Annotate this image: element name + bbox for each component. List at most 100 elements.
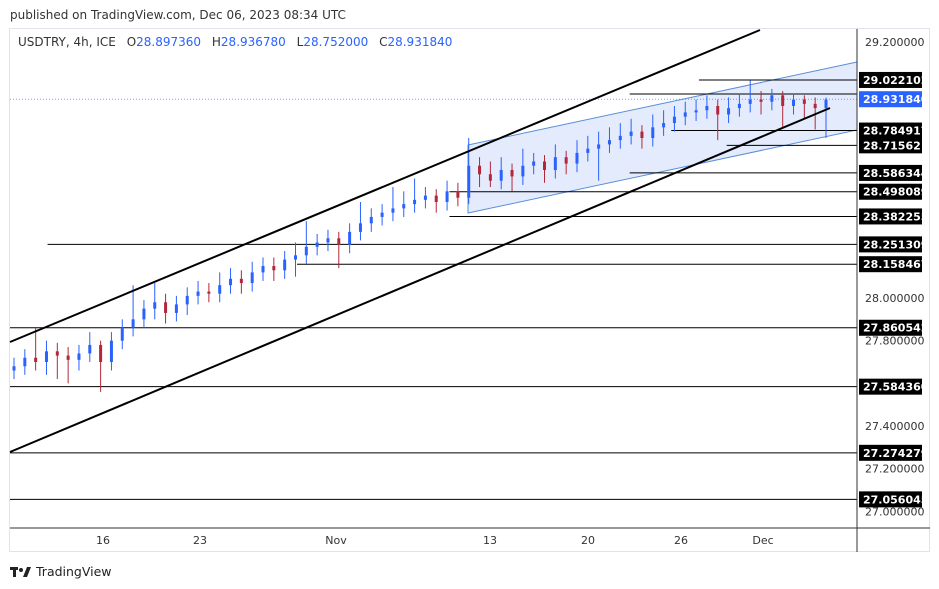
price-label-text: 28.158467: [863, 258, 928, 271]
candle-body: [792, 99, 796, 106]
candle-body: [120, 327, 124, 341]
upper-trendline[interactable]: [9, 29, 761, 343]
candle-body: [218, 285, 222, 294]
price-label-box: [859, 236, 922, 253]
candle-body: [521, 165, 525, 177]
candle: [499, 157, 503, 190]
candle-body: [640, 131, 644, 138]
candle: [239, 270, 243, 294]
price-label-text: 29.022102: [863, 74, 928, 87]
tradingview-logo[interactable]: TradingView: [10, 564, 112, 579]
candle: [283, 251, 287, 279]
price-label-text: 27.056045: [863, 493, 928, 506]
candle: [607, 127, 611, 153]
price-label-text: 27.274279: [863, 447, 928, 460]
candle-body: [250, 272, 254, 284]
candle-body: [131, 319, 135, 328]
candle: [456, 182, 460, 207]
price-label-box: [859, 378, 922, 395]
candle: [792, 93, 796, 115]
candle: [272, 257, 276, 281]
candle: [553, 144, 557, 179]
candle: [358, 201, 362, 241]
price-label-box: [859, 319, 922, 336]
lower-trendline[interactable]: [9, 107, 831, 453]
candle-body: [207, 291, 211, 294]
price-label-box: [859, 122, 922, 139]
candle: [315, 233, 319, 256]
candle-body: [586, 148, 590, 153]
candle: [99, 340, 103, 392]
candle: [391, 187, 395, 222]
candle-body: [727, 108, 731, 115]
candle: [748, 80, 752, 113]
candle: [586, 135, 590, 162]
level-price-label: 27.860542: [859, 319, 928, 336]
candle: [369, 208, 373, 232]
candle-body: [553, 157, 557, 170]
candle-body: [532, 161, 536, 166]
brand-name: TradingView: [36, 564, 112, 579]
candle-body: [607, 140, 611, 145]
candle: [618, 123, 622, 149]
candle-body: [683, 112, 687, 117]
candle-body: [543, 161, 547, 170]
candle: [44, 340, 48, 375]
candle: [705, 95, 709, 119]
candle-body: [705, 105, 709, 111]
close-label: C: [379, 35, 388, 49]
candle-body: [402, 204, 406, 209]
candle-body: [358, 223, 362, 232]
candle-body: [802, 99, 806, 104]
parallel-channel[interactable]: [467, 61, 858, 214]
candle-body: [196, 291, 200, 296]
candle-body: [88, 344, 92, 354]
price-label-text: 28.715621: [863, 139, 928, 152]
level-price-label: 27.056045: [859, 491, 928, 508]
candle-body: [629, 131, 633, 136]
candle-body: [413, 199, 417, 205]
x-tick-label: 23: [193, 534, 207, 547]
candle: [131, 285, 135, 337]
x-tick-label: 16: [96, 534, 110, 547]
candle-body: [142, 308, 146, 320]
current-price-label: 28.931840: [859, 91, 929, 108]
y-tick-label: 28.000000: [865, 292, 925, 305]
candle-body: [55, 351, 59, 356]
candle-body: [99, 344, 103, 362]
candle-body: [456, 191, 460, 198]
candle: [304, 221, 308, 264]
candle-body: [304, 246, 308, 256]
candle: [532, 152, 536, 175]
candle: [34, 327, 38, 371]
low-value: 28.752000: [303, 35, 369, 49]
candle-body: [44, 351, 48, 362]
candle: [142, 300, 146, 328]
candle-body: [229, 278, 233, 286]
open-value: 28.897360: [136, 35, 202, 49]
candle: [207, 283, 211, 303]
price-label-box: [859, 137, 922, 154]
price-label-box: [859, 183, 922, 200]
open-label: O: [126, 35, 137, 49]
candle: [770, 88, 774, 111]
y-tick-label: 27.800000: [865, 335, 925, 348]
candle-body: [239, 278, 243, 284]
candle-body: [618, 135, 622, 141]
tradingview-logo-icon: [10, 566, 31, 577]
candle-body: [434, 195, 438, 202]
candle: [543, 155, 547, 183]
candle: [737, 93, 741, 117]
published-caption: published on TradingView.com, Dec 06, 20…: [10, 8, 346, 22]
level-price-label: 27.274279: [859, 444, 928, 461]
price-label-box: [859, 444, 922, 461]
high-label: H: [211, 35, 221, 49]
candle: [629, 118, 633, 145]
candle-body: [109, 340, 113, 362]
candle: [824, 97, 828, 138]
candle: [88, 332, 92, 362]
candle: [651, 114, 655, 147]
candle: [575, 140, 579, 173]
candle: [694, 99, 698, 121]
